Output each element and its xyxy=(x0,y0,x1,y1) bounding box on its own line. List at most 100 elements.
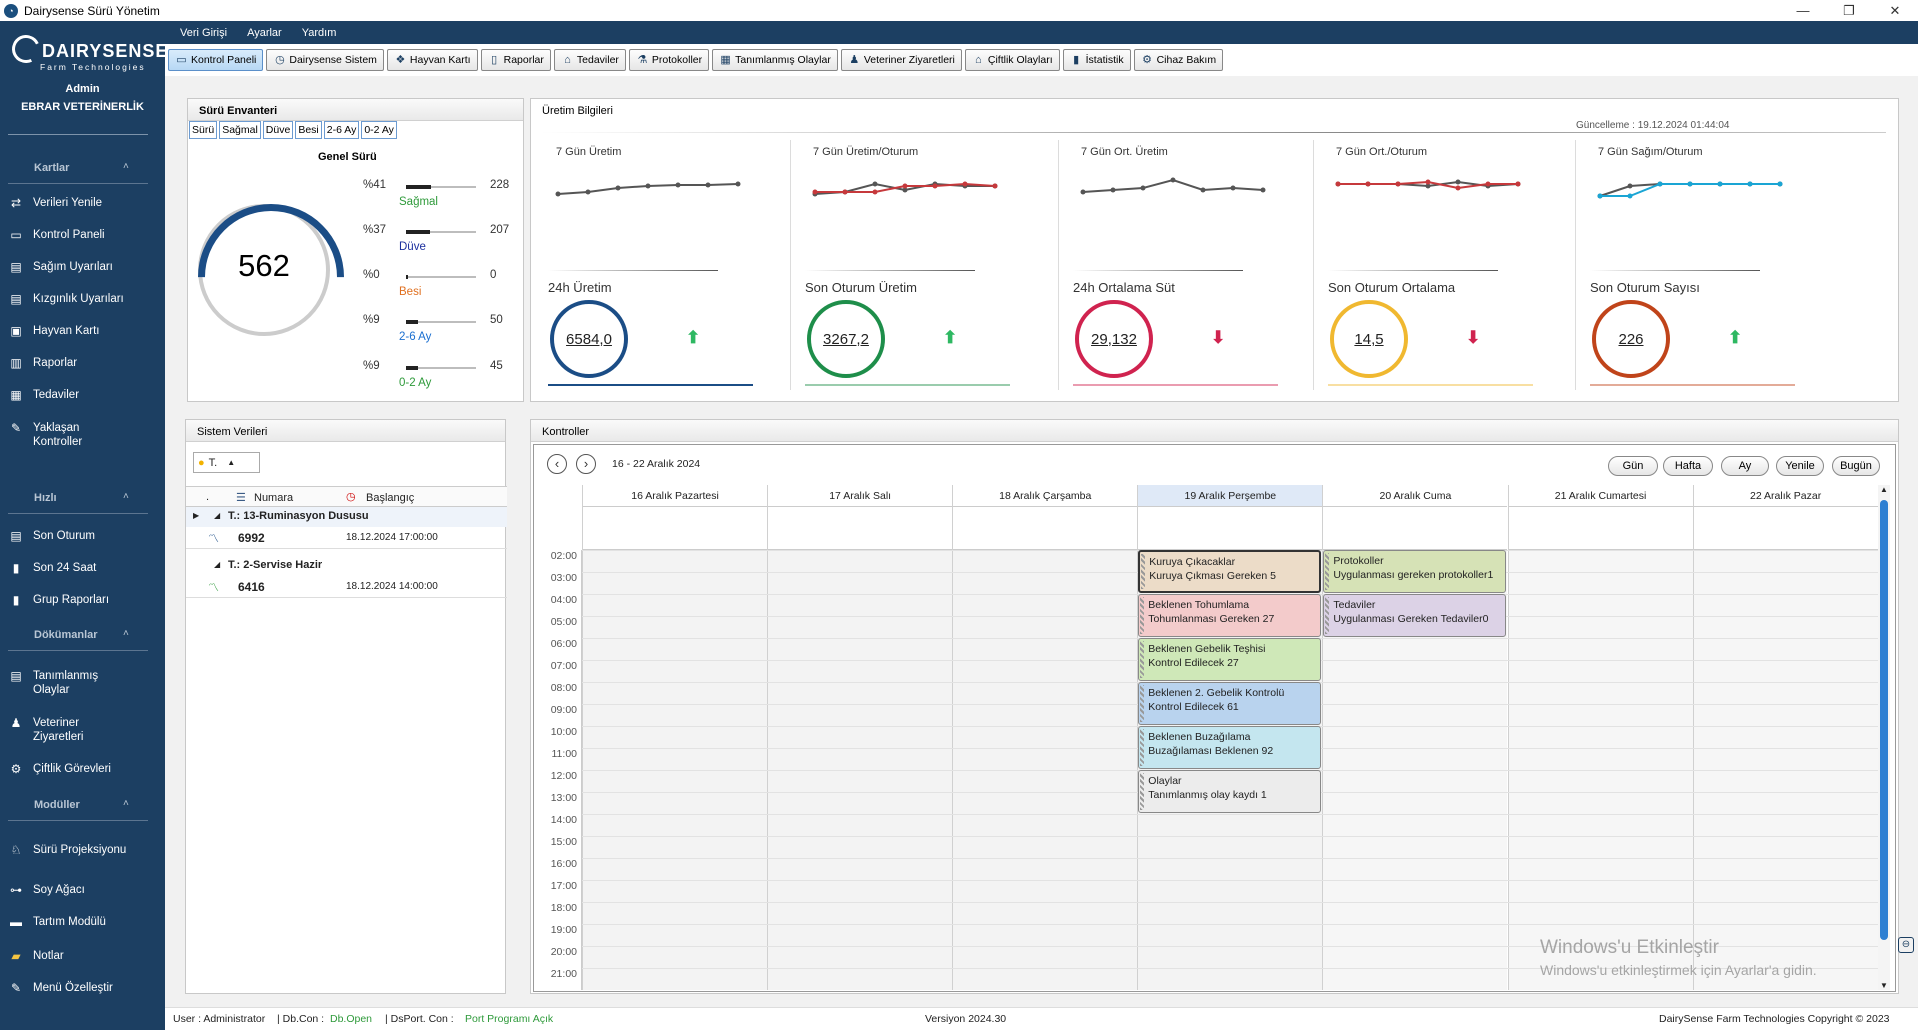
col-numara[interactable]: Numara xyxy=(254,492,294,504)
minimize-button[interactable]: — xyxy=(1796,3,1810,18)
section-moduller[interactable]: Modüller ˄ xyxy=(0,794,160,821)
collapse-icon[interactable]: ◢ xyxy=(214,511,221,520)
table-row[interactable]: 〽 6992 18.12.2024 17:00:00 xyxy=(186,527,507,549)
kpi-value-circle[interactable]: 14,5 xyxy=(1330,300,1408,378)
tab-veteriner-ziyaretleri[interactable]: ♟ Veteriner Ziyaretleri xyxy=(840,49,962,71)
chevron-up-icon[interactable]: ˄ xyxy=(123,491,129,502)
sidebar-item-tanimlanmis-olaylar[interactable]: ▤ Tanımlanmış Olaylar xyxy=(0,669,160,697)
calendar-event[interactable]: Tedaviler Uygulanması Gereken Tedaviler0 xyxy=(1323,594,1507,637)
system-filter-dropdown[interactable]: ● T. ▲ xyxy=(193,452,260,473)
kpi-value-circle[interactable]: 226 xyxy=(1592,300,1670,378)
calendar-event[interactable]: Kuruya Çıkacaklar Kuruya Çıkması Gereken … xyxy=(1138,550,1322,593)
tab-kontrol-paneli[interactable]: ▭ Kontrol Paneli xyxy=(168,49,264,71)
all-day-row[interactable] xyxy=(583,507,768,550)
day-column[interactable]: 17 Aralık Salı xyxy=(767,485,953,990)
sidebar-item-veteriner-ziyaretleri[interactable]: ♟ Veteriner Ziyaretleri xyxy=(0,716,160,744)
scroll-up-icon[interactable]: ▲ xyxy=(1880,485,1888,494)
all-day-row[interactable] xyxy=(1323,507,1508,550)
document-icon: ▤ xyxy=(10,260,22,274)
calendar-event[interactable]: Beklenen Gebelik Teşhisi Kontrol Edilecek… xyxy=(1138,638,1322,681)
kpi-value-circle[interactable]: 6584,0 xyxy=(550,300,628,378)
event-detail: Uygulanması Gereken Tedaviler0 xyxy=(1333,613,1489,625)
calendar-event[interactable]: Protokoller Uygulanması gereken protokoll… xyxy=(1323,550,1507,593)
sidebar-item-raporlar[interactable]: ▥ Raporlar xyxy=(0,356,160,370)
side-toggle-icon[interactable]: ⊖ xyxy=(1898,937,1914,953)
sidebar-item-menu-ozellestir[interactable]: ✎ Menü Özelleştir xyxy=(0,981,160,995)
sidebar-item-sagim-uyarilari[interactable]: ▤ Sağım Uyarıları xyxy=(0,260,160,274)
day-column[interactable]: 22 Aralık Pazar xyxy=(1692,485,1878,990)
calendar-event[interactable]: Beklenen Buzağılama Buzağılaması Beklenen… xyxy=(1138,726,1322,769)
prev-week-button[interactable]: ‹ xyxy=(547,454,567,474)
section-dokumanlar[interactable]: Dökümanlar ˄ xyxy=(0,624,160,651)
tab-cihaz-bakim[interactable]: ⚙ Cihaz Bakım xyxy=(1133,49,1224,71)
sidebar-item-verileri-yenile[interactable]: ⇄ Verileri Yenile xyxy=(0,196,160,210)
scrollbar-thumb[interactable] xyxy=(1880,500,1888,940)
sidebar-item-son-24-saat[interactable]: ▮ Son 24 Saat xyxy=(0,561,160,575)
table-row[interactable]: 〽 6416 18.12.2024 14:00:00 xyxy=(186,576,507,598)
chevron-up-icon[interactable]: ˄ xyxy=(123,628,129,639)
scroll-down-icon[interactable]: ▼ xyxy=(1880,981,1888,990)
chevron-up-icon[interactable]: ˄ xyxy=(123,798,129,809)
sidebar-item-notlar[interactable]: ▰ Notlar xyxy=(0,949,160,963)
day-view-button[interactable]: Gün xyxy=(1608,456,1658,476)
section-hizli[interactable]: Hızlı ˄ xyxy=(0,487,160,514)
sidebar-item-soy-agaci[interactable]: ⊶ Soy Ağacı xyxy=(0,883,160,897)
next-week-button[interactable]: › xyxy=(576,454,596,474)
filter-2-6-ay[interactable]: 2-6 Ay xyxy=(323,121,360,139)
tab-tedaviler[interactable]: ⌂ Tedaviler xyxy=(553,49,626,71)
day-column[interactable]: 18 Aralık Çarşamba xyxy=(952,485,1138,990)
all-day-row[interactable] xyxy=(1693,507,1878,550)
tab-istatistik[interactable]: ▮ İstatistik xyxy=(1062,49,1131,71)
tab-ciftlik-olaylari[interactable]: ⌂ Çiftlik Olayları xyxy=(964,49,1060,71)
kpi-separator xyxy=(790,140,791,390)
menu-veri-girisi[interactable]: Veri Girişi xyxy=(180,26,228,39)
group-row[interactable]: ◢ T.: 2-Servise Hazir xyxy=(186,556,507,576)
refresh-button[interactable]: Yenile xyxy=(1776,456,1824,476)
week-view-button[interactable]: Hafta xyxy=(1663,456,1713,476)
tab-protokoller[interactable]: ⚗ Protokoller xyxy=(628,49,710,71)
filter-duve[interactable]: Düve xyxy=(262,121,294,139)
all-day-row[interactable] xyxy=(1508,507,1693,550)
sidebar-item-kizginlik-uyarilari[interactable]: ▤ Kızgınlık Uyarıları xyxy=(0,292,160,306)
filter-sagmal[interactable]: Sağmal xyxy=(219,121,261,139)
sidebar-item-kontrol-paneli[interactable]: ▭ Kontrol Paneli xyxy=(0,228,160,242)
sidebar-item-suru-projeksiyonu[interactable]: ♘ Sürü Projeksiyonu xyxy=(0,843,160,857)
tab-dairysense-sistem[interactable]: ◷ Dairysense Sistem xyxy=(266,49,384,71)
sidebar-item-ciftlik-gorevleri[interactable]: ⚙ Çiftlik Görevleri xyxy=(0,762,160,776)
filter-suru[interactable]: Sürü xyxy=(189,121,218,139)
calendar-event[interactable]: Beklenen Tohumlama Tohumlanması Gereken 2… xyxy=(1138,594,1322,637)
calendar-event[interactable]: Beklenen 2. Gebelik Kontrolü Kontrol Edil… xyxy=(1138,682,1322,725)
tab-raporlar[interactable]: ▯ Raporlar xyxy=(480,49,551,71)
today-button[interactable]: Bugün xyxy=(1832,456,1880,476)
all-day-row[interactable] xyxy=(768,507,953,550)
col-baslangic[interactable]: Başlangıç xyxy=(366,492,415,504)
all-day-row[interactable] xyxy=(953,507,1138,550)
kpi-value-circle[interactable]: 3267,2 xyxy=(807,300,885,378)
day-column[interactable]: 21 Aralık Cumartesi xyxy=(1507,485,1693,990)
expand-icon[interactable]: ▶ xyxy=(193,511,200,520)
maximize-button[interactable]: ❐ xyxy=(1843,2,1855,18)
day-column[interactable]: 16 Aralık Pazartesi xyxy=(582,485,768,990)
sidebar-item-tedaviler[interactable]: ▦ Tedaviler xyxy=(0,388,160,402)
sidebar-item-hayvan-karti[interactable]: ▣ Hayvan Kartı xyxy=(0,324,160,338)
tab-hayvan-karti[interactable]: ❖ Hayvan Kartı xyxy=(386,49,478,71)
sidebar-item-grup-raporlari[interactable]: ▮ Grup Raporları xyxy=(0,593,160,607)
all-day-row[interactable] xyxy=(1138,507,1323,550)
kpi-value-circle[interactable]: 29,132 xyxy=(1075,300,1153,378)
section-kartlar[interactable]: Kartlar ˄ xyxy=(0,157,160,184)
menu-ayarlar[interactable]: Ayarlar xyxy=(247,26,282,39)
filter-besi[interactable]: Besi xyxy=(295,121,322,139)
chevron-up-icon[interactable]: ˄ xyxy=(123,161,129,172)
month-view-button[interactable]: Ay xyxy=(1721,456,1769,476)
tab-tanimlanmis-olaylar[interactable]: ▦ Tanımlanmış Olaylar xyxy=(712,49,838,71)
group-row[interactable]: ▶ ◢ T.: 13-Ruminasyon Dusus­u xyxy=(186,507,507,527)
collapse-icon[interactable]: ◢ xyxy=(214,560,221,569)
close-button[interactable]: ✕ xyxy=(1889,2,1901,18)
menu-yardim[interactable]: Yardım xyxy=(301,26,337,39)
calendar-event[interactable]: Olaylar Tanımlanmış olay kaydı 1 xyxy=(1138,770,1322,813)
calendar-scrollbar[interactable]: ▲ ▼ xyxy=(1878,485,1890,990)
sidebar-item-yaklasan-kontroller[interactable]: ✎ Yaklaşan Kontroller xyxy=(0,421,160,449)
filter-0-2-ay[interactable]: 0-2 Ay xyxy=(361,121,397,139)
sidebar-item-son-oturum[interactable]: ▤ Son Oturum xyxy=(0,529,160,543)
sidebar-item-tartim-modulu[interactable]: ▬ Tartım Modülü xyxy=(0,915,160,929)
